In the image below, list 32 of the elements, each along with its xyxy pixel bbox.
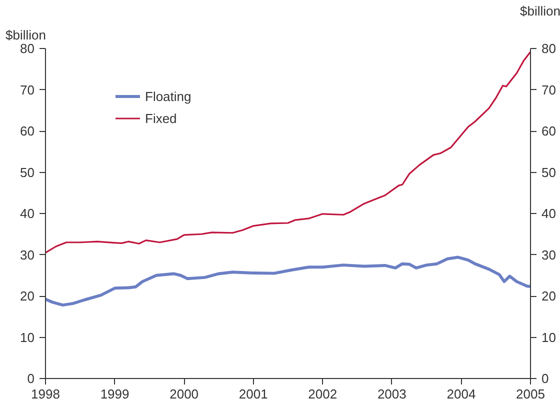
y-axis-title: $billion — [6, 28, 46, 42]
x-tick-label: 2001 — [238, 386, 268, 402]
y-tick-label: 50 — [20, 164, 35, 180]
y-tick-label: 20 — [20, 288, 35, 304]
line-series — [46, 51, 530, 254]
x-tick-label: 2002 — [308, 386, 338, 402]
line-series — [46, 256, 530, 307]
y2-axis-title: $billion — [520, 4, 560, 18]
x-tick-label: 2004 — [446, 386, 476, 402]
x-tick-label: 2005 — [516, 386, 545, 402]
y-tick-label: 10 — [20, 330, 35, 345]
y2-tick-label: 60 — [542, 124, 556, 138]
y-tick-label: 80 — [20, 41, 35, 56]
y2-tick-label: 0 — [542, 371, 549, 386]
y2-tick-label: 30 — [542, 247, 556, 262]
y-tick-label: 70 — [20, 82, 35, 98]
y-tick-label: 30 — [20, 247, 35, 262]
y2-tick-label: 50 — [542, 164, 556, 180]
y-tick-label: 40 — [20, 206, 35, 221]
x-tick-label: 2003 — [377, 386, 406, 402]
x-tick-label: 1999 — [100, 386, 130, 402]
y2-tick-label: 80 — [542, 41, 556, 56]
y2-tick-label: 10 — [542, 330, 556, 345]
y2-tick-label: 70 — [542, 82, 556, 98]
legend-label: Floating — [145, 88, 192, 104]
y-tick-label: 0 — [27, 371, 35, 386]
legend-label: Fixed — [145, 110, 177, 126]
x-tick-label: 1998 — [31, 386, 60, 402]
y2-tick-label: 20 — [542, 288, 556, 304]
y2-tick-label: 40 — [542, 206, 556, 221]
y-tick-label: 60 — [20, 124, 35, 138]
x-tick-label: 2000 — [170, 386, 199, 402]
